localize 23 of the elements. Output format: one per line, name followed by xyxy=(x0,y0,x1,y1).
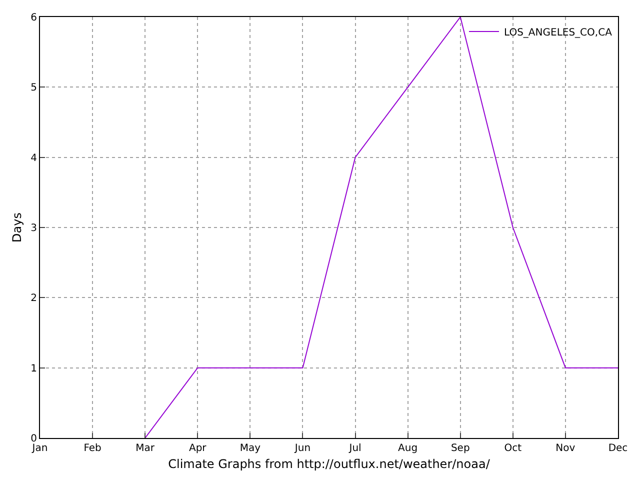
y-tick-label: 4 xyxy=(30,152,37,164)
x-tick-label: Jan xyxy=(31,443,48,454)
y-tick-label: 2 xyxy=(30,293,37,304)
x-tick-label: Nov xyxy=(556,443,576,454)
x-tick-label: Apr xyxy=(188,443,208,454)
y-tick-label: 0 xyxy=(30,434,37,444)
x-tick-label: May xyxy=(240,443,261,454)
x-tick-label: Jun xyxy=(294,443,311,454)
y-tick-label: 1 xyxy=(30,363,37,374)
x-tick-label: Jul xyxy=(348,443,362,454)
y-tick-label: 3 xyxy=(30,223,37,234)
x-tick-label: Aug xyxy=(398,443,418,454)
x-tick-label: Dec xyxy=(608,443,628,454)
x-axis-title: Climate Graphs from http://outflux.net/weather/noaa/ xyxy=(168,456,491,471)
legend-label: LOS_ANGELES_CO,CA xyxy=(504,27,612,38)
x-tick-label: Sep xyxy=(450,443,470,454)
y-tick-label: 6 xyxy=(30,12,37,24)
line-series xyxy=(144,17,618,438)
x-tick-label: Mar xyxy=(136,443,156,454)
y-tick-label: 5 xyxy=(30,82,37,94)
x-tick-label: Oct xyxy=(504,443,522,454)
x-tick-label: Feb xyxy=(84,443,102,454)
y-axis-title: Days xyxy=(10,212,24,242)
